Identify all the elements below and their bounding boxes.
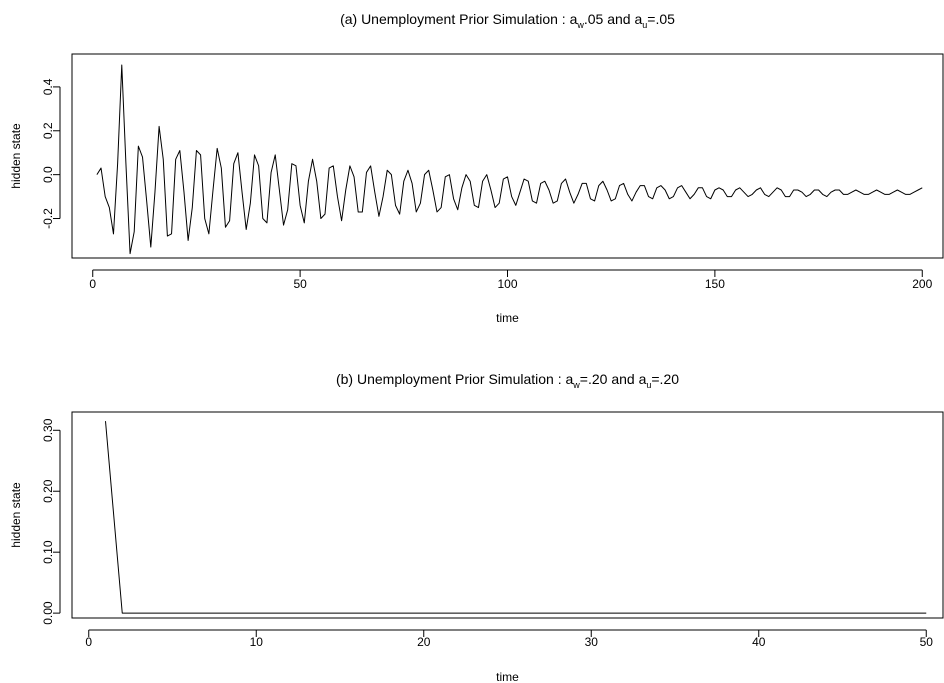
chart-panel-b: (b) Unemployment Prior Simulation : aw=.…: [9, 371, 944, 683]
y-axis-label: hidden state: [9, 123, 23, 189]
chart-title-suffix: =.05: [647, 11, 675, 27]
chart-title-prefix: (a) Unemployment Prior Simulation : a: [340, 11, 578, 27]
x-tick-label: 50: [293, 277, 307, 291]
y-tick-label: 0.2: [41, 122, 55, 139]
x-axis-label: time: [496, 311, 519, 325]
x-tick-label: 200: [912, 277, 932, 291]
chart-title-sub2: u: [646, 380, 651, 390]
x-tick-label: 50: [920, 635, 934, 649]
y-tick-label: 0.20: [41, 479, 55, 503]
y-tick-label: 0.4: [41, 78, 55, 95]
x-tick-label: 0: [85, 635, 92, 649]
chart-title-mid: =.20 and a: [580, 371, 647, 387]
x-tick-label: 10: [250, 635, 264, 649]
x-tick-label: 40: [752, 635, 766, 649]
x-axis-label: time: [496, 670, 519, 683]
y-tick-label: 0.30: [41, 418, 55, 442]
series-line: [96, 64, 923, 255]
chart-title-mid: .05 and a: [584, 11, 643, 27]
y-tick-label: 0.0: [41, 166, 55, 183]
chart-title: (b) Unemployment Prior Simulation : aw=.…: [336, 371, 679, 390]
chart-title-sub1: w: [576, 20, 584, 30]
y-tick-label: 0.10: [41, 540, 55, 564]
chart-title: (a) Unemployment Prior Simulation : aw.0…: [340, 11, 675, 30]
y-tick-label: -0.2: [41, 208, 55, 229]
plot-frame: [71, 411, 944, 619]
x-tick-label: 100: [497, 277, 517, 291]
chart-title-sub1: w: [572, 380, 580, 390]
plot-frame: [71, 53, 944, 259]
x-tick-label: 0: [89, 277, 96, 291]
chart-title-prefix: (b) Unemployment Prior Simulation : a: [336, 371, 574, 387]
y-tick-label: 0.00: [41, 601, 55, 625]
chart-panel-a: (a) Unemployment Prior Simulation : aw.0…: [9, 11, 944, 325]
x-tick-label: 30: [585, 635, 599, 649]
y-axis-label: hidden state: [9, 482, 23, 548]
x-tick-label: 150: [705, 277, 725, 291]
x-tick-label: 20: [417, 635, 431, 649]
series-line: [105, 421, 927, 614]
chart-title-suffix: =.20: [651, 371, 679, 387]
chart-title-sub2: u: [642, 20, 647, 30]
